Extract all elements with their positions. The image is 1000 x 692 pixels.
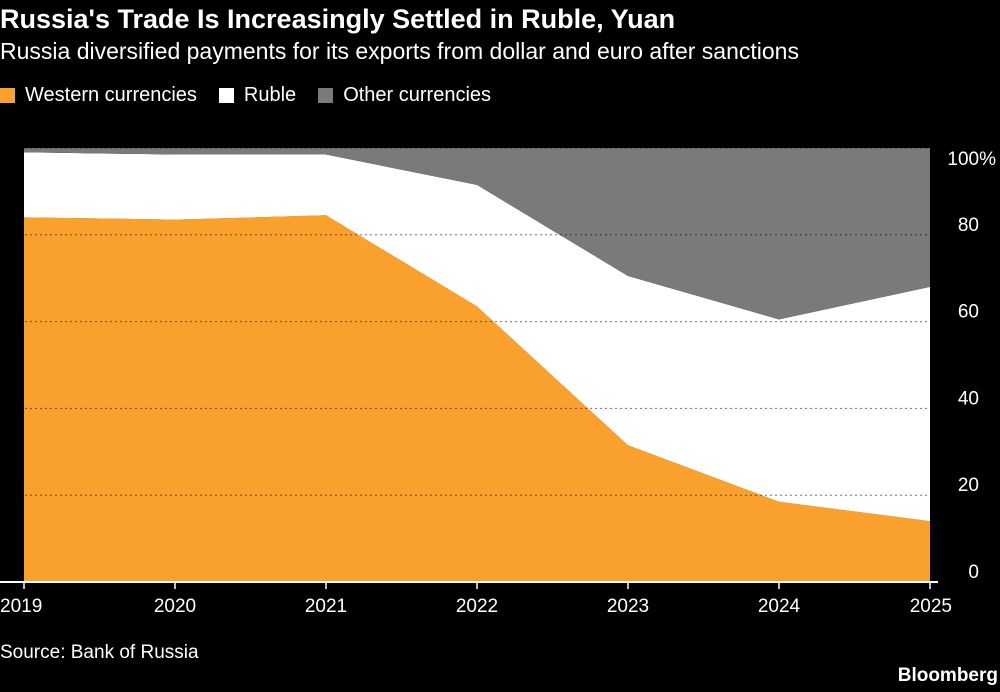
x-tick-label: 2019 xyxy=(0,596,42,617)
legend-label-other: Other currencies xyxy=(343,83,492,106)
x-tick-label: 2022 xyxy=(456,596,498,617)
legend: Western currencies Ruble Other currencie… xyxy=(0,83,513,107)
x-tick-label: 2020 xyxy=(154,596,196,617)
source-note: Source: Bank of Russia xyxy=(0,642,199,663)
legend-swatch-western xyxy=(0,87,15,103)
x-tick-label: 2024 xyxy=(758,596,801,617)
legend-item-western: Western currencies xyxy=(0,84,197,107)
y-tick-label: 20 xyxy=(958,475,979,496)
y-tick-label: 80 xyxy=(958,215,979,236)
area-other-currencies xyxy=(24,148,930,320)
legend-label-ruble: Ruble xyxy=(243,83,297,106)
legend-swatch-other xyxy=(318,87,334,103)
area-ruble xyxy=(24,152,930,522)
legend-item-ruble: Ruble xyxy=(218,83,297,107)
x-tick-label: 2021 xyxy=(305,596,347,617)
chart-subtitle: Russia diversified payments for its expo… xyxy=(0,38,799,64)
chart-title: Russia's Trade Is Increasingly Settled i… xyxy=(0,4,676,34)
legend-label-western: Western currencies xyxy=(25,83,197,106)
x-tick-label: 2023 xyxy=(607,596,649,617)
area-western-currencies xyxy=(24,215,930,583)
y-tick-label: 0 xyxy=(968,562,979,583)
legend-swatch-ruble xyxy=(218,87,234,103)
x-tick-label: 2025 xyxy=(910,596,952,617)
legend-item-other: Other currencies xyxy=(318,84,491,107)
y-tick-label: 100% xyxy=(947,149,996,170)
y-tick-label: 40 xyxy=(958,388,979,409)
brand-logo: Bloomberg xyxy=(897,665,998,686)
y-tick-label: 60 xyxy=(958,302,979,323)
